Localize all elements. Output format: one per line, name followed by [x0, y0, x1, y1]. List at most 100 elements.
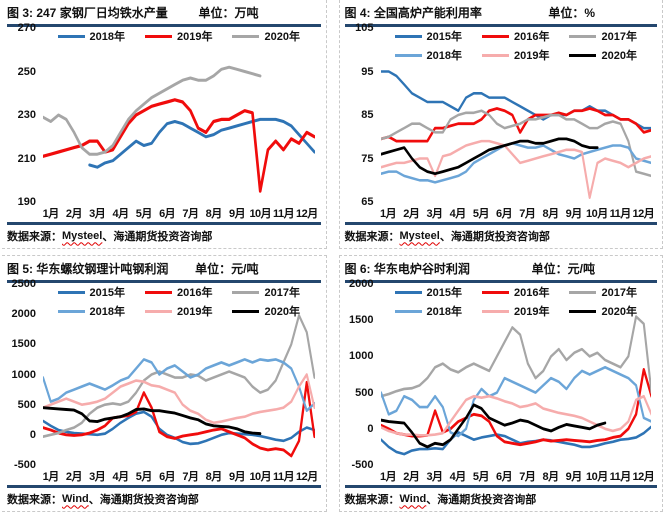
x-tick-label: 8月: [542, 471, 559, 483]
series-line-2020年: [43, 406, 262, 436]
x-tick-label: 5月: [135, 471, 153, 483]
x-tick-label: 6月: [159, 471, 176, 483]
series-line-2017年: [380, 315, 651, 398]
y-axis: 2000 1500 1000 500 0 -500: [345, 278, 377, 471]
series-line-2018年: [43, 358, 315, 413]
x-tick-label: 10月: [586, 471, 608, 483]
x-tick-label: 10月: [586, 208, 608, 220]
chart-header: 图 5: 华东螺纹钢理计吨钢利润 单位：元/吨: [7, 257, 321, 280]
y-tick-label: 105: [355, 22, 374, 34]
divider-rule-top: [7, 280, 321, 283]
x-tick-label: 12月: [632, 208, 655, 220]
source-row: 数据来源： Wind 、海通期货投资咨询部: [7, 488, 321, 509]
source-row: 数据来源： Mysteel 、海通期货投资咨询部: [345, 225, 658, 246]
chart-body: 2500 2000 1500 1000 500 0 -500 1月 2月 3月 4月 5月 6月 7月 8…: [7, 278, 319, 485]
series-line-2017年: [380, 109, 651, 178]
x-tick-label: 2月: [65, 208, 83, 220]
x-tick-label: 3月: [89, 208, 106, 220]
x-axis: 1月 2月 3月 4月 5月 6月 7月 8月 9月 10月 11月 12月: [39, 204, 319, 222]
y-axis: 2500 2000 1500 1000 500 0 -500: [7, 278, 39, 471]
chart-panel-fig4: 图 4: 全国高炉产能利用率 单位：% 105 95 85 75 65 1月 2月 3月 4月…: [338, 0, 663, 249]
divider-rule-top: [344, 24, 657, 27]
y-tick-label: 85: [361, 109, 374, 121]
y-tick-label: 1500: [349, 314, 374, 327]
divider-rule-bottom: [7, 222, 321, 225]
series-line-2018年: [88, 117, 315, 169]
y-tick-label: 230: [17, 109, 36, 121]
x-tick-label: 1月: [42, 208, 60, 220]
plot-area: [43, 28, 315, 202]
y-axis: 270 250 230 210 190: [7, 22, 39, 208]
chart-header: 图 4: 全国高炉产能利用率 单位：%: [345, 1, 658, 24]
x-tick-label: 2月: [65, 471, 83, 483]
source-row: 数据来源： Mysteel 、海通期货投资咨询部: [7, 225, 321, 246]
y-tick-label: 1000: [11, 368, 36, 381]
y-tick-label: 190: [17, 196, 36, 208]
chart-title: 图 3: 247 家钢厂日均铁水产量: [7, 6, 168, 20]
x-tick-label: 10月: [249, 471, 272, 483]
source-label: 数据来源：: [7, 230, 62, 243]
plot-area: [43, 284, 315, 465]
x-tick-label: 7月: [519, 471, 536, 483]
series-line-2015年: [380, 425, 651, 456]
source-row: 数据来源： Wind 、海通期货投资咨询部: [345, 488, 658, 509]
divider-rule-top: [344, 280, 657, 283]
x-tick-label: 12月: [296, 471, 318, 483]
source-name: Wind: [399, 492, 427, 505]
divider-rule-bottom: [344, 222, 657, 225]
x-tick-label: 9月: [228, 208, 246, 220]
x-tick-label: 6月: [159, 208, 176, 220]
y-tick-label: 2500: [11, 278, 36, 290]
x-tick-label: 11月: [273, 471, 295, 483]
series-line-2016年: [43, 380, 315, 458]
x-tick-label: 11月: [609, 208, 632, 220]
plot-area: [380, 28, 651, 202]
x-tick-label: 1月: [42, 471, 60, 483]
series-line-2017年: [43, 314, 315, 438]
x-axis: 1月 2月 3月 4月 5月 6月 7月 8月 9月 10月 11月 12月: [377, 467, 656, 485]
y-tick-label: 95: [361, 65, 374, 78]
source-label: 数据来源：: [344, 493, 400, 506]
x-tick-label: 9月: [565, 208, 583, 220]
chart-title: 图 6: 华东电炉谷时利润: [344, 262, 470, 276]
y-axis: 105 95 85 75 65: [345, 22, 377, 208]
y-tick-label: 500: [17, 398, 36, 411]
x-tick-label: 5月: [472, 471, 490, 483]
chart-header: 图 6: 华东电炉谷时利润 单位：元/吨: [345, 257, 658, 280]
series-line-2019年: [380, 139, 651, 199]
plot-svg-fig6: [380, 315, 651, 456]
x-tick-label: 5月: [472, 208, 490, 220]
series-line-2015年: [380, 70, 651, 130]
y-tick-label: 0: [29, 428, 36, 441]
series-line-2020年: [380, 137, 599, 176]
x-axis: 1月 2月 3月 4月 5月 6月 7月 8月 9月 10月 11月 12月: [39, 467, 319, 485]
source-rest: 、海通期货投资咨询部: [88, 493, 199, 506]
divider-rule-top: [7, 24, 321, 27]
series-line-2018年: [380, 365, 651, 438]
chart-panel-fig6: 图 6: 华东电炉谷时利润 单位：元/吨 2000 1500 1000 500 0 -50…: [338, 255, 663, 512]
chart-body: 2000 1500 1000 500 0 -500 1月 2月 3月 4月 5月 6月 7月 8月 9月 1…: [345, 278, 656, 485]
series-line-2019年: [380, 394, 651, 437]
x-tick-label: 12月: [632, 471, 655, 483]
source-label: 数据来源：: [7, 493, 62, 506]
x-tick-label: 3月: [89, 471, 106, 483]
x-tick-label: 1月: [380, 471, 397, 483]
x-tick-label: 4月: [449, 208, 467, 220]
source-rest: 、海通期货投资咨询部: [426, 493, 537, 506]
y-tick-label: 250: [17, 65, 36, 78]
chart-body: 105 95 85 75 65 1月 2月 3月 4月 5月 6月 7月 8月 9月 10月 11月 12月 …: [345, 22, 656, 222]
chart-title: 图 5: 华东螺纹钢理计吨钢利润: [7, 262, 169, 276]
x-tick-label: 8月: [205, 208, 223, 220]
x-tick-label: 9月: [228, 471, 246, 483]
y-tick-label: 2000: [11, 308, 36, 321]
x-tick-label: 5月: [135, 208, 153, 220]
series-line-2018年: [380, 142, 651, 184]
x-tick-label: 3月: [426, 471, 443, 483]
y-tick-label: 210: [17, 152, 36, 165]
x-tick-label: 11月: [609, 471, 632, 483]
source-name: Mysteel: [399, 229, 440, 242]
y-tick-label: 2000: [349, 278, 374, 290]
source-name: Mysteel: [62, 229, 103, 242]
x-tick-label: 12月: [296, 208, 318, 220]
